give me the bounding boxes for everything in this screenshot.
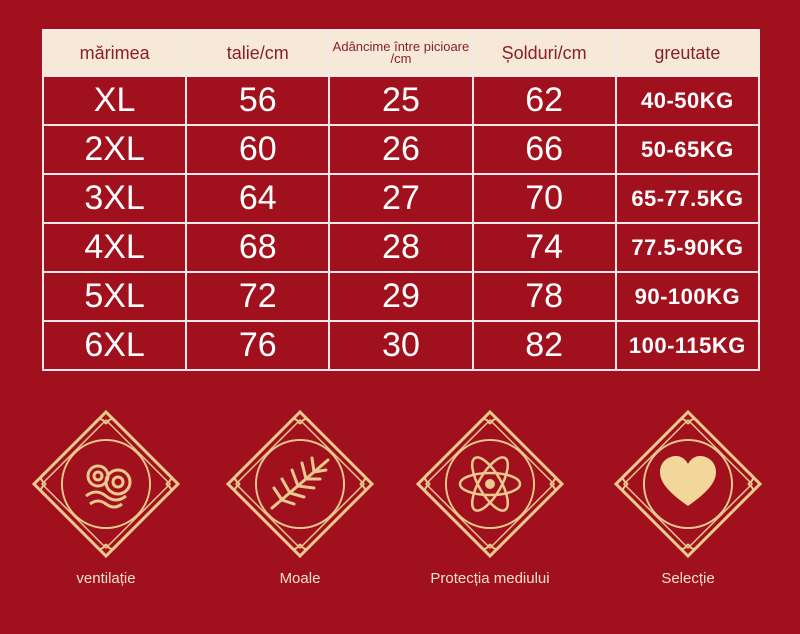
feature-badge-environment bbox=[410, 404, 570, 564]
size-cell: 6XL bbox=[41, 320, 188, 371]
hips-cell: 78 bbox=[471, 271, 617, 322]
hips-cell: 66 bbox=[471, 124, 617, 175]
weight-cell: 77.5-90KG bbox=[614, 222, 761, 273]
size-cell: 4XL bbox=[41, 222, 188, 273]
feature-label-environment: Protecția mediului bbox=[430, 570, 550, 587]
table-row: XL 56 25 62 40-50KG bbox=[41, 75, 761, 126]
header-size: mărimea bbox=[41, 29, 188, 77]
inseam-cell: 29 bbox=[328, 271, 474, 322]
inseam-cell: 26 bbox=[328, 124, 474, 175]
feature-label-soft: Moale bbox=[279, 570, 321, 587]
size-chart-table: mărimea talie/cm Adâncime între picioare… bbox=[41, 29, 761, 371]
weight-cell: 90-100KG bbox=[614, 271, 761, 322]
waist-cell: 64 bbox=[185, 173, 331, 224]
feature-label-ventilation: ventilație bbox=[76, 570, 136, 587]
swirl-cloud-icon bbox=[31, 409, 181, 559]
waist-cell: 60 bbox=[185, 124, 331, 175]
table-row: 6XL 76 30 82 100-115KG bbox=[41, 320, 761, 371]
size-cell: 5XL bbox=[41, 271, 188, 322]
inseam-cell: 27 bbox=[328, 173, 474, 224]
weight-cell: 40-50KG bbox=[614, 75, 761, 126]
feature-badge-ventilation bbox=[26, 404, 186, 564]
inseam-cell: 25 bbox=[328, 75, 474, 126]
table-row: 5XL 72 29 78 90-100KG bbox=[41, 271, 761, 322]
hips-cell: 62 bbox=[471, 75, 617, 126]
atom-icon bbox=[415, 409, 565, 559]
size-cell: 2XL bbox=[41, 124, 188, 175]
leaf-icon bbox=[225, 409, 375, 559]
waist-cell: 56 bbox=[185, 75, 331, 126]
header-hips: Șolduri/cm bbox=[471, 29, 617, 77]
header-weight: greutate bbox=[614, 29, 761, 77]
hips-cell: 70 bbox=[471, 173, 617, 224]
hips-cell: 82 bbox=[471, 320, 617, 371]
table-row: 4XL 68 28 74 77.5-90KG bbox=[41, 222, 761, 273]
size-cell: XL bbox=[41, 75, 188, 126]
waist-cell: 76 bbox=[185, 320, 331, 371]
header-waist: talie/cm bbox=[185, 29, 331, 77]
table-row: 3XL 64 27 70 65-77.5KG bbox=[41, 173, 761, 224]
size-cell: 3XL bbox=[41, 173, 188, 224]
table-row: 2XL 60 26 66 50-65KG bbox=[41, 124, 761, 175]
waist-cell: 72 bbox=[185, 271, 331, 322]
inseam-cell: 30 bbox=[328, 320, 474, 371]
hips-cell: 74 bbox=[471, 222, 617, 273]
table-header-row: mărimea talie/cm Adâncime între picioare… bbox=[41, 29, 761, 77]
feature-badge-selection bbox=[608, 404, 768, 564]
weight-cell: 100-115KG bbox=[614, 320, 761, 371]
weight-cell: 65-77.5KG bbox=[614, 173, 761, 224]
heart-icon bbox=[613, 409, 763, 559]
feature-badge-soft bbox=[220, 404, 380, 564]
feature-label-selection: Selecție bbox=[661, 570, 715, 587]
waist-cell: 68 bbox=[185, 222, 331, 273]
inseam-cell: 28 bbox=[328, 222, 474, 273]
weight-cell: 50-65KG bbox=[614, 124, 761, 175]
header-inseam: Adâncime între picioare /cm bbox=[328, 29, 474, 77]
